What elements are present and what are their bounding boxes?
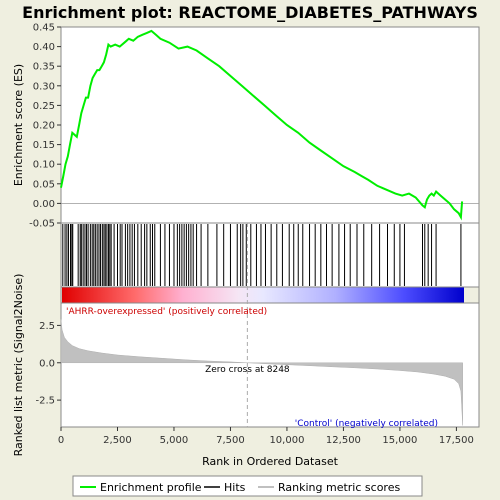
negative-correlation-label: 'Control' (negatively correlated) <box>295 419 438 429</box>
x-tick-label: 12,500 <box>326 435 361 446</box>
es-y-tick-label: 0.40 <box>33 42 55 53</box>
ranking-y-axis-label: Ranked list metric (Signal2Noise) <box>12 274 25 457</box>
ranking-y-tick-label: 2.5 <box>39 321 55 332</box>
zero-cross-label: Zero cross at 8248 <box>205 365 290 375</box>
es-y-tick-label: 0.45 <box>33 23 55 34</box>
es-y-tick-label: 0.10 <box>33 160 55 171</box>
x-tick-label: 10,000 <box>269 435 304 446</box>
x-tick-label: 5,000 <box>160 435 189 446</box>
es-y-tick-label: 0.20 <box>33 121 55 132</box>
es-y-tick-label: 0.05 <box>33 179 55 190</box>
x-axis: 0 2,500 5,000 7,500 10,000 12,500 15,000 17,500 <box>58 427 474 446</box>
legend-profile-label: Enrichment profile <box>100 481 202 494</box>
es-y-tick-label: 0.25 <box>33 101 55 112</box>
es-y-tick-label: 0.15 <box>33 140 55 151</box>
legend: Enrichment profile Hits Ranking metric s… <box>72 475 423 497</box>
es-y-tick-label: 0.00 <box>33 199 55 210</box>
ranking-y-axis: -2.5 0.0 2.5 <box>35 321 61 407</box>
ranking-metric-area <box>60 319 463 426</box>
x-tick-label: 7,500 <box>216 435 245 446</box>
positive-correlation-label: 'AHRR-overexpressed' (positively correla… <box>66 307 267 317</box>
x-axis-label: Rank in Ordered Dataset <box>202 455 339 468</box>
x-tick-label: 2,500 <box>103 435 132 446</box>
ranking-y-tick-label: 0.0 <box>39 358 55 369</box>
enrichment-profile-line <box>60 29 464 221</box>
hits-panel <box>60 222 480 288</box>
es-y-tick-label: -0.05 <box>29 219 55 230</box>
ranking-color-bar <box>62 287 464 303</box>
ranking-y-tick-label: -2.5 <box>35 396 55 407</box>
es-y-axis: -0.05 0.00 0.05 0.10 0.15 0.20 0.25 0.30 0.35 0.4… <box>29 23 61 230</box>
chart-title: Enrichment plot: REACTOME_DIABETES_PATHW… <box>22 3 478 22</box>
es-y-tick-label: 0.30 <box>33 81 55 92</box>
hits-marks <box>62 224 462 286</box>
legend-hits-label: Hits <box>224 481 246 494</box>
es-y-axis-label: Enrichment score (ES) <box>12 64 25 186</box>
es-panel <box>60 26 480 224</box>
es-y-tick-label: 0.35 <box>33 62 55 73</box>
legend-box <box>72 475 423 497</box>
legend-ranking-label: Ranking metric scores <box>278 481 400 494</box>
x-tick-label: 15,000 <box>382 435 417 446</box>
x-tick-label: 0 <box>58 435 64 446</box>
x-tick-label: 17,500 <box>439 435 474 446</box>
